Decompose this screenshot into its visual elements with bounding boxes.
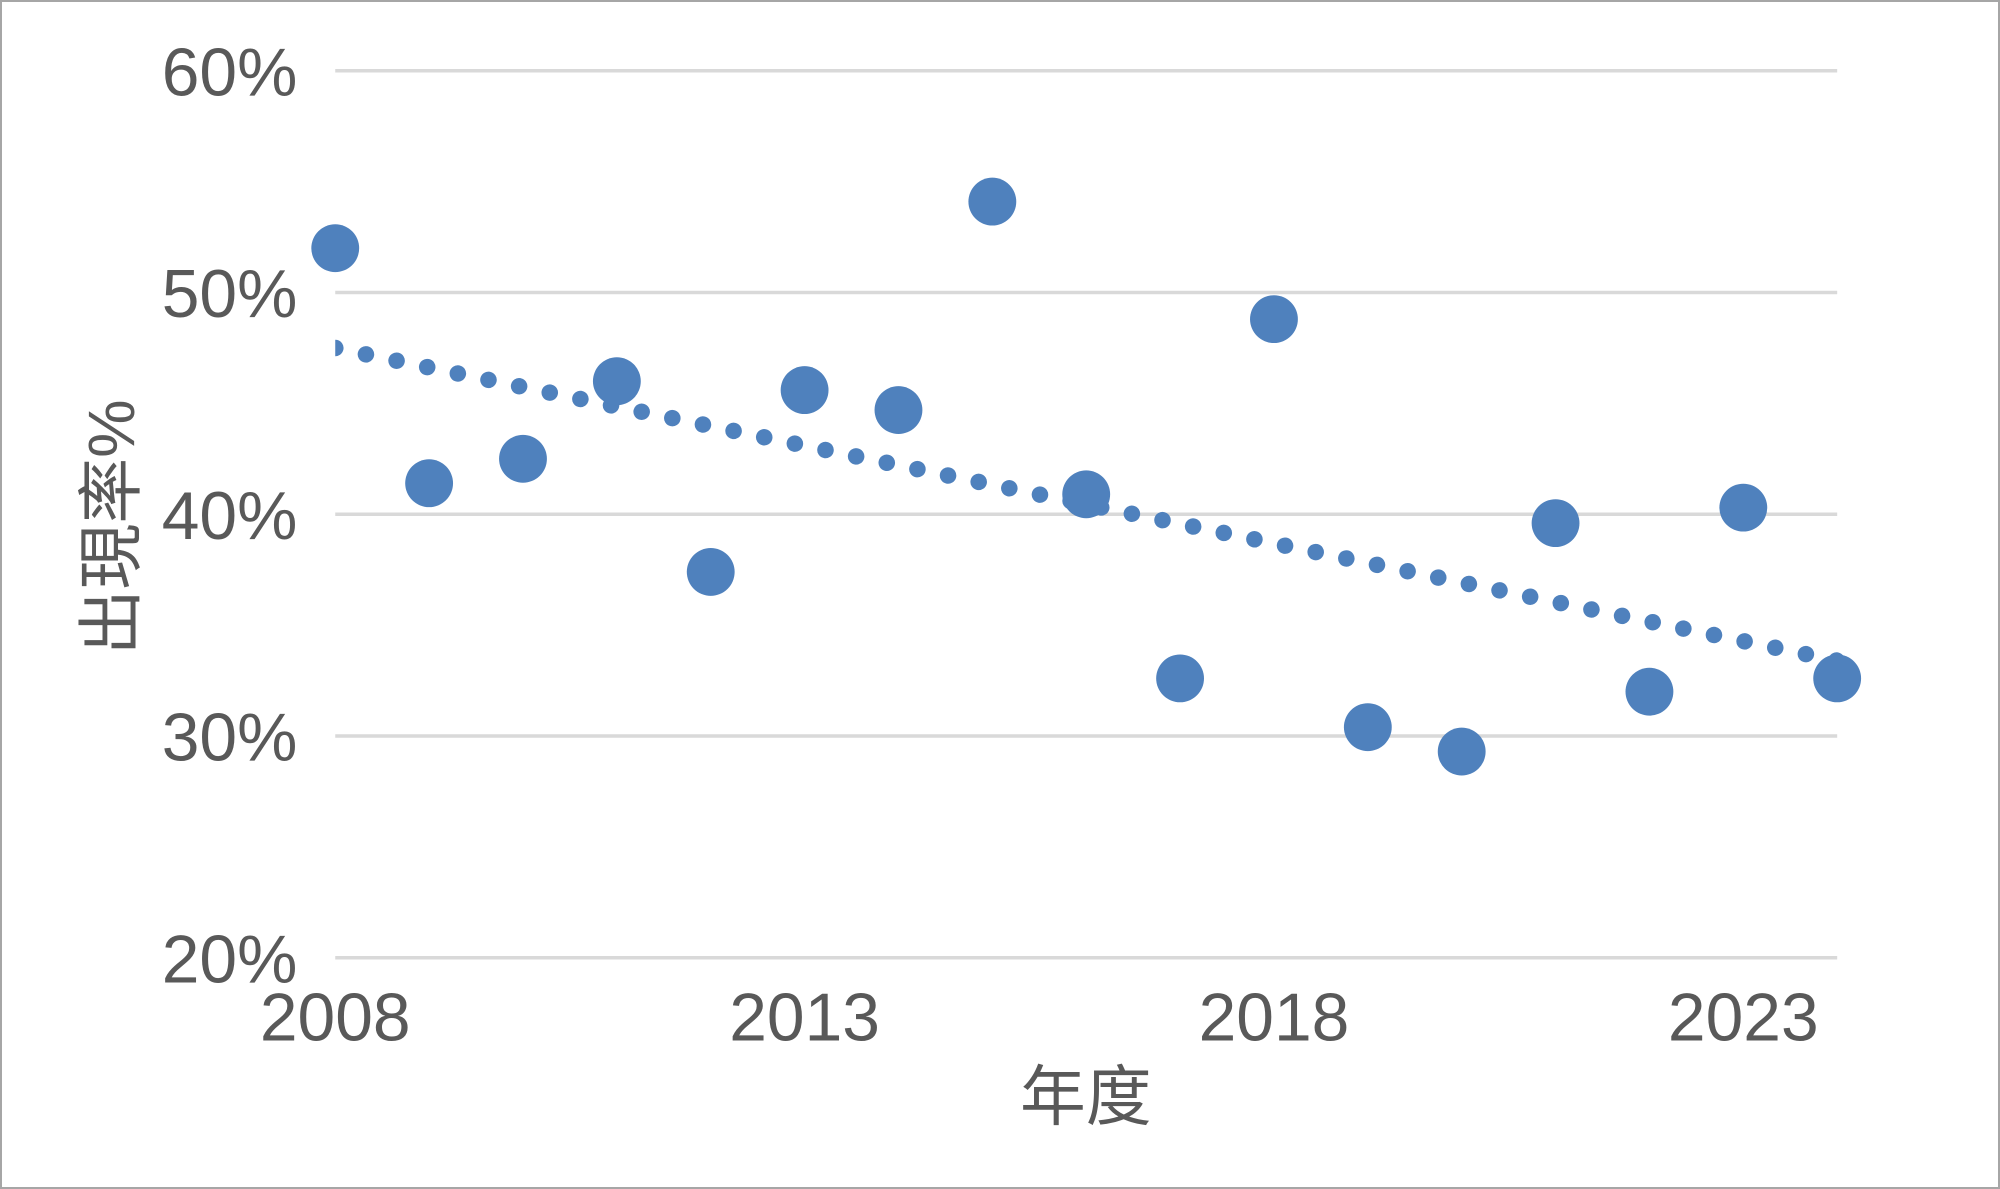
x-tick-label: 2018	[1199, 980, 1350, 1055]
trendline	[335, 339, 1846, 669]
data-point-2014	[874, 386, 923, 434]
data-point-2010	[499, 434, 547, 483]
y-axis-title: 出現率%	[74, 399, 148, 655]
y-tick-label: 60%	[162, 35, 298, 110]
data-point-2023	[1719, 483, 1768, 532]
x-tick-label: 2013	[729, 980, 880, 1055]
data-point-2017	[1156, 654, 1204, 703]
data-point-2012	[686, 548, 735, 596]
x-tick-label: 2023	[1668, 980, 1819, 1055]
x-tick-label: 2008	[260, 980, 411, 1055]
data-point-2022	[1625, 667, 1674, 716]
data-point-2018	[1250, 295, 1298, 344]
data-point-2009	[405, 459, 454, 508]
y-tick-label: 20%	[162, 922, 298, 997]
data-point-2019	[1343, 703, 1392, 752]
data-point-2015	[968, 177, 1017, 226]
y-tick-label: 30%	[162, 701, 298, 776]
x-axis-tick-labels: 2008 2013 2018 2023	[260, 980, 1819, 1055]
y-axis-tick-labels: 20% 30% 40% 50% 60%	[162, 35, 298, 997]
data-point-2008	[311, 224, 360, 273]
data-point-2020	[1437, 727, 1486, 776]
data-point-2021	[1531, 499, 1580, 548]
data-point-2016	[1062, 470, 1111, 519]
data-point-2013	[780, 366, 829, 415]
trendline-dotted	[335, 339, 1846, 669]
data-point-2024	[1813, 654, 1862, 703]
data-point-2011	[592, 357, 641, 406]
y-tick-label: 50%	[162, 257, 298, 332]
y-tick-label: 40%	[162, 479, 298, 554]
scatter-points	[311, 177, 1862, 776]
x-axis-title: 年度	[1020, 1059, 1152, 1133]
